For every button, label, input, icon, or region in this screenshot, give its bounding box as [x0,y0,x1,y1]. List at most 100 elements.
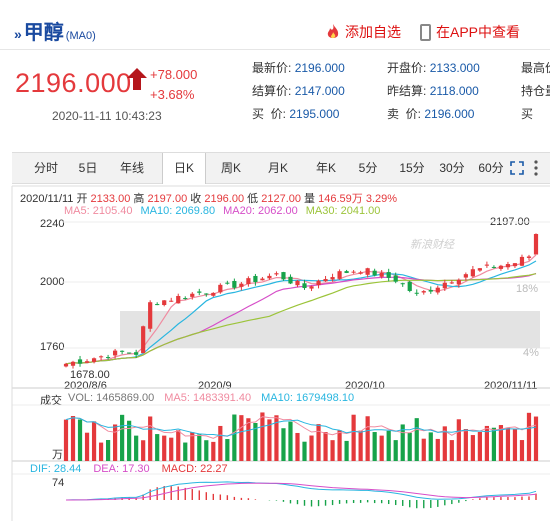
vol-legend-item-2: MA10: 1679498.10 [261,392,355,404]
candle-body [70,361,76,366]
stat-row: 结算价: 2147.000 [252,84,345,98]
volume-bar [253,422,258,461]
more-menu-icon[interactable] [534,160,538,176]
candle-body [169,300,174,302]
candle-body [498,265,504,269]
candle-body [477,268,482,271]
volume-bar [127,420,132,461]
candle-body [134,352,139,355]
volume-bar [239,415,244,461]
tab-1[interactable]: 5日 [78,161,98,175]
stat-row: 买 价: 2195.000 [252,107,340,121]
volume-bar [512,428,518,461]
tab-9[interactable]: 30分 [439,161,465,175]
candle-body [442,282,447,289]
ma-legend-item-2: MA20: 2062.00 [223,205,298,217]
symbol-name: 甲醇 [23,22,64,44]
volume-bar [428,432,433,461]
candle-body [77,359,83,364]
tab-8[interactable]: 15分 [399,161,425,175]
volume-bar [323,432,328,461]
macd-dea-line [66,482,537,501]
ma-legend: MA5: 2105.40 MA10: 2069.80 MA20: 2062.00 MA… [64,205,388,217]
candle-body [63,363,69,367]
volume-bar [260,412,265,461]
open-in-app-button[interactable]: 在APP中查看 [420,22,520,42]
tab-4[interactable]: 周K [220,161,241,175]
tab-6[interactable]: 年K [315,161,336,175]
volume-bar [162,435,167,461]
y-tick: 1760 [40,341,65,353]
macd-dif-line [65,481,537,501]
up-arrow-icon [127,68,147,90]
tab-7[interactable]: 5分 [358,161,378,175]
volume-bar [414,418,419,461]
stat-row: 昨结算: 2118.000 [387,84,479,98]
volume-bar [316,424,321,461]
candle-body [127,352,132,354]
volume-bar [456,419,461,461]
tab-3[interactable]: 日K [162,153,206,184]
volume-bar [393,440,398,461]
candle-body [428,289,433,292]
volume-bar [519,440,525,461]
change-value: +78.000 [150,67,198,82]
flame-icon [327,24,339,39]
candle-body [84,361,90,363]
phone-icon [420,23,431,41]
volume-bar [148,416,153,461]
macd-legend-item-2: MACD: 22.27 [161,463,228,475]
macd-axis-tick: 74 [52,477,65,489]
pct-tick: 4% [523,347,539,359]
add-watchlist-button[interactable]: 添加自选 [326,22,401,42]
volume-bar [91,421,97,461]
x-tick: 2020/9 [198,380,232,392]
tab-5[interactable]: 月K [267,161,288,175]
symbol-code: (MA0) [65,30,96,42]
volume-bar [302,441,307,461]
volume-bar [155,434,160,461]
fullscreen-icon[interactable] [510,161,524,175]
volume-bar [358,430,363,461]
candle-body [176,295,181,304]
volume-bar [169,437,174,461]
candle-body [246,278,251,285]
candle-body [267,275,272,279]
volume-bar [211,441,216,461]
volume-bar [505,427,511,461]
change-percent: +3.68% [150,87,195,102]
candle-body [351,271,356,273]
candle-body [505,264,511,268]
candle-body [281,272,286,280]
volume-bar [330,440,335,461]
candle-body [98,356,104,358]
tab-10[interactable]: 60分 [478,161,504,175]
volume-bar [183,442,188,461]
volume-bar [197,434,202,461]
volume-bar [281,428,286,461]
tab-2[interactable]: 年线 [119,161,144,175]
volume-bar [435,438,440,461]
volume-bar [351,414,356,461]
candle-body [393,275,398,282]
volume-ma-10 [65,417,537,437]
volume-bar [449,440,454,461]
candle-body [253,275,258,283]
volume-bar [288,421,293,461]
x-tick: 2020/10 [345,380,385,392]
volume-bar [105,440,111,461]
period-tabs: 60分 30分 15分 5分 年K 月K 周K 日K 年线 5日 分时 [12,152,550,184]
volume-bar [190,432,195,461]
candle-body [183,298,188,300]
add-watchlist-label: 添加自选 [345,24,401,40]
volume-bar [84,432,90,461]
candle-body [470,269,475,277]
volume-bar [491,427,497,461]
volume-bar [274,415,279,461]
tab-0[interactable]: 分时 [33,161,58,175]
volume-legend: VOL: 1465869.00 MA5: 1483391.40 MA10: 1679… [68,392,364,404]
candle-body [358,272,363,274]
candle-body [288,276,293,284]
vol-legend-item-1: MA5: 1483391.40 [164,392,252,404]
